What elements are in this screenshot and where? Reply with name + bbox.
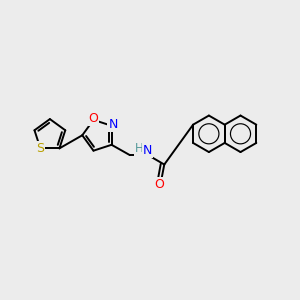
Text: N: N xyxy=(108,118,118,131)
Text: O: O xyxy=(154,178,164,191)
Text: S: S xyxy=(36,142,44,155)
Text: O: O xyxy=(88,112,98,125)
Text: N: N xyxy=(143,144,152,157)
Text: H: H xyxy=(135,142,143,155)
